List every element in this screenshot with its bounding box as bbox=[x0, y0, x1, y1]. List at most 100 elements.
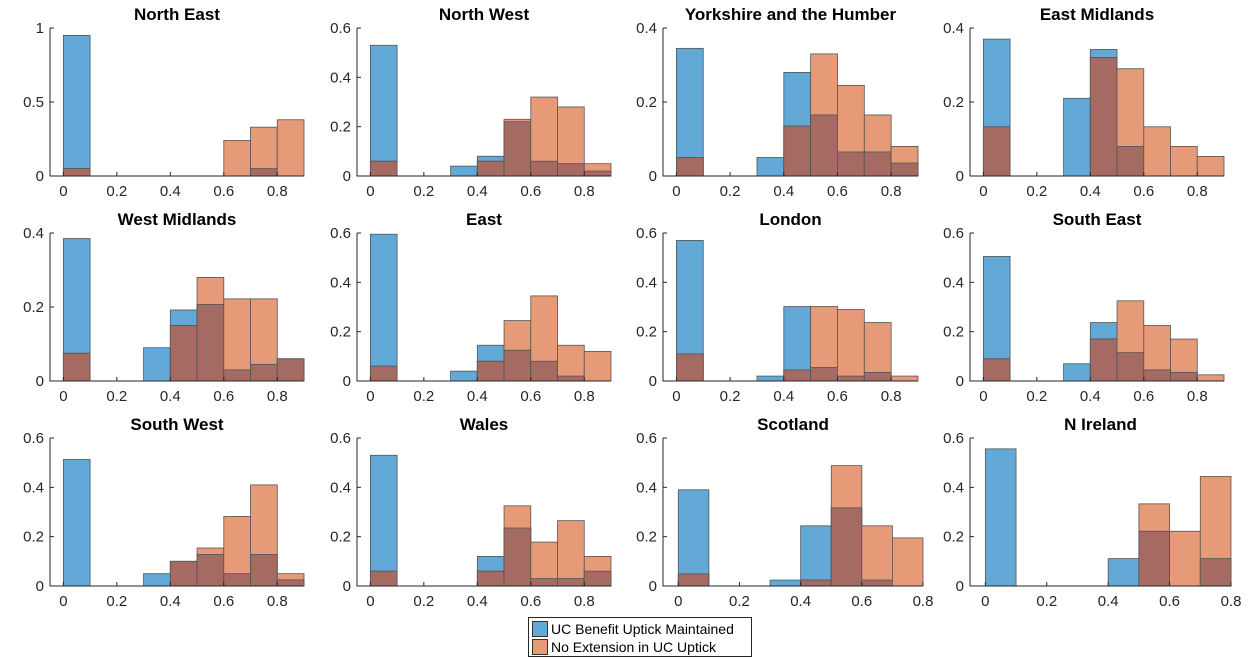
bar-overlap-south-east bbox=[982, 358, 1011, 382]
bar-no-extension-east bbox=[557, 344, 585, 382]
panel-title-north-west: North West bbox=[439, 5, 530, 24]
xtick-label: 0.8 bbox=[574, 593, 595, 610]
bar-no-extension-north-east bbox=[276, 119, 305, 177]
bar-overlap-west-midlands bbox=[196, 304, 225, 382]
bar-overlap-wales bbox=[583, 570, 612, 587]
xtick-label: 0.2 bbox=[1026, 388, 1047, 405]
xtick-label: 0.6 bbox=[1159, 593, 1180, 610]
panel-east-midlands: 0 0.2 0.4 0 0.2 0.4 0.6 0.8 East Midlands bbox=[943, 5, 1225, 200]
panel-wales: 0 0.2 0.4 0.6 0 0.2 0.4 0.6 0.8 Wales bbox=[330, 415, 612, 610]
bar-overlap-yorkshire-and-the-humber bbox=[890, 162, 919, 177]
bar-uc-maintained-west-midlands bbox=[143, 347, 171, 382]
legend-swatch-blue bbox=[532, 621, 548, 637]
ytick-label: 0.6 bbox=[330, 225, 351, 242]
bar-no-extension-east-midlands bbox=[1170, 145, 1198, 177]
xtick-label: 0.4 bbox=[773, 388, 794, 405]
bar-overlap-yorkshire-and-the-humber bbox=[783, 125, 812, 177]
bar-overlap-london bbox=[810, 367, 838, 382]
xtick-label: 0.8 bbox=[574, 388, 595, 405]
bar-overlap-east-midlands bbox=[982, 126, 1011, 177]
xtick-label: 0 bbox=[366, 593, 374, 610]
xtick-label: 0.2 bbox=[1026, 183, 1047, 200]
ytick-label: 0.4 bbox=[330, 479, 351, 496]
bar-overlap-yorkshire-and-the-humber bbox=[676, 157, 704, 177]
bar-overlap-south-east bbox=[1170, 371, 1198, 382]
bar-no-extension-wales bbox=[557, 520, 585, 587]
ytick-label: 0 bbox=[649, 168, 657, 185]
xtick-label: 0.8 bbox=[1187, 183, 1208, 200]
xtick-label: 0 bbox=[674, 593, 682, 610]
xtick-label: 0.4 bbox=[1080, 388, 1101, 405]
panel-n-ireland: 0 0.2 0.4 0.6 0 0.2 0.4 0.6 0.8 N Ireland bbox=[943, 415, 1241, 610]
panel-title-wales: Wales bbox=[460, 415, 509, 434]
bar-overlap-west-midlands bbox=[276, 358, 305, 382]
xtick-label: 0 bbox=[59, 183, 67, 200]
ytick-label: 0.6 bbox=[636, 430, 657, 447]
bar-uc-maintained-scotland bbox=[800, 525, 832, 587]
xtick-label: 0 bbox=[979, 388, 987, 405]
bar-uc-maintained-east-midlands bbox=[1063, 97, 1091, 177]
xtick-label: 0.6 bbox=[851, 593, 872, 610]
ytick-label: 0.5 bbox=[23, 94, 44, 111]
panel-title-south-west: South West bbox=[130, 415, 224, 434]
ytick-label: 0.4 bbox=[330, 274, 351, 291]
bar-no-extension-north-east bbox=[250, 126, 278, 177]
panel-south-west: 0 0.2 0.4 0.6 0 0.2 0.4 0.6 0.8 South West bbox=[23, 415, 305, 610]
bar-overlap-london bbox=[676, 353, 704, 382]
xtick-label: 0.8 bbox=[913, 593, 934, 610]
ytick-label: 0 bbox=[343, 168, 351, 185]
bar-overlap-wales bbox=[503, 527, 532, 587]
ytick-label: 0 bbox=[956, 578, 964, 595]
xtick-label: 0.2 bbox=[1036, 593, 1057, 610]
xtick-label: 0.2 bbox=[720, 388, 741, 405]
bar-overlap-wales bbox=[476, 570, 505, 587]
ytick-label: 0 bbox=[343, 373, 351, 390]
xtick-label: 0.2 bbox=[106, 593, 127, 610]
xtick-label: 0.6 bbox=[520, 388, 541, 405]
ytick-label: 0 bbox=[649, 578, 657, 595]
ytick-label: 0.2 bbox=[943, 324, 964, 341]
bar-overlap-yorkshire-and-the-humber bbox=[863, 151, 892, 177]
bar-overlap-wales bbox=[557, 578, 585, 587]
xtick-label: 0.6 bbox=[213, 388, 234, 405]
ytick-label: 0.4 bbox=[23, 479, 44, 496]
panel-title-east-midlands: East Midlands bbox=[1040, 5, 1154, 24]
xtick-label: 0.4 bbox=[160, 388, 181, 405]
panel-title-north-east: North East bbox=[134, 5, 220, 24]
ytick-label: 0.4 bbox=[330, 69, 351, 86]
bar-no-extension-london bbox=[837, 309, 865, 382]
bar-overlap-east-midlands bbox=[1116, 145, 1145, 177]
xtick-label: 0.8 bbox=[1187, 388, 1208, 405]
ytick-label: 0.6 bbox=[330, 20, 351, 37]
bar-overlap-west-midlands bbox=[169, 325, 198, 382]
bar-uc-maintained-london bbox=[756, 375, 785, 382]
bar-overlap-south-west bbox=[169, 560, 198, 587]
panel-scotland: 0 0.2 0.4 0.6 0 0.2 0.4 0.6 0.8 Scotland bbox=[636, 415, 933, 610]
ytick-label: 0.6 bbox=[23, 430, 44, 447]
ytick-label: 0.6 bbox=[330, 430, 351, 447]
ytick-label: 0 bbox=[956, 168, 964, 185]
xtick-label: 0.4 bbox=[790, 593, 811, 610]
ytick-label: 0 bbox=[36, 373, 44, 390]
bar-no-extension-south-east bbox=[1196, 374, 1225, 382]
ytick-label: 0.2 bbox=[330, 324, 351, 341]
bar-overlap-south-west bbox=[196, 554, 225, 587]
xtick-label: 0 bbox=[366, 183, 374, 200]
xtick-label: 0.2 bbox=[413, 183, 434, 200]
xtick-label: 0 bbox=[59, 388, 67, 405]
bar-overlap-south-east bbox=[1143, 369, 1171, 382]
bar-overlap-west-midlands bbox=[250, 363, 278, 382]
ytick-label: 0.4 bbox=[943, 479, 964, 496]
xtick-label: 0.8 bbox=[574, 183, 595, 200]
bar-overlap-scotland bbox=[830, 507, 863, 587]
panel-title-yorkshire-and-the-humber: Yorkshire and the Humber bbox=[685, 5, 897, 24]
bar-overlap-west-midlands bbox=[62, 352, 91, 382]
ytick-label: 0.6 bbox=[636, 225, 657, 242]
panel-north-west: 0 0.2 0.4 0.6 0 0.2 0.4 0.6 0.8 North West bbox=[330, 5, 612, 200]
panel-yorkshire-and-the-humber: 0 0.2 0.4 0 0.2 0.4 0.6 0.8 Yorkshire and the Hu… bbox=[636, 5, 919, 200]
ytick-label: 0.6 bbox=[943, 430, 964, 447]
bar-overlap-london bbox=[863, 371, 892, 382]
legend: UC Benefit Uptick Maintained No Extensio… bbox=[528, 617, 752, 657]
ytick-label: 0.4 bbox=[23, 225, 44, 242]
legend-label-no-extension: No Extension in UC Uptick bbox=[551, 639, 716, 655]
